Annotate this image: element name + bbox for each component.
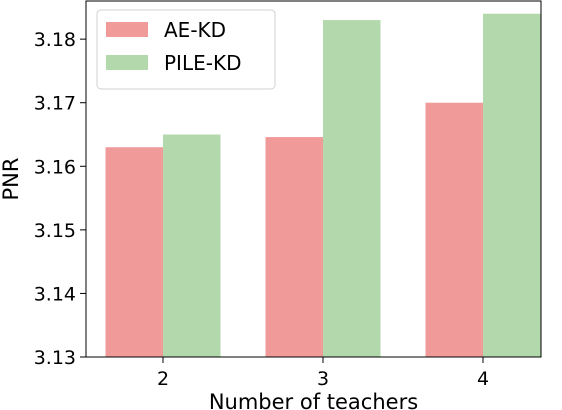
bar-ae-kd-2 (105, 147, 163, 357)
y-tick-label: 3.14 (34, 283, 76, 305)
x-tick-label: 2 (157, 368, 169, 390)
y-tick-label: 3.15 (34, 220, 76, 242)
legend: AE-KD PILE-KD (96, 9, 276, 90)
legend-swatch-ae-kd (106, 22, 148, 37)
y-tick-label: 3.17 (34, 93, 76, 115)
bar-pile-kd-4 (483, 13, 541, 357)
bars-layer (105, 13, 541, 357)
y-tick-label: 3.16 (34, 156, 76, 178)
y-tick-label: 3.18 (34, 29, 76, 51)
y-axis-label: PNR (0, 158, 23, 201)
bar-pile-kd-2 (163, 134, 221, 357)
y-tick-label: 3.13 (34, 347, 76, 369)
plot-frame (85, 0, 542, 358)
bar-pile-kd-3 (323, 20, 381, 357)
x-tick-label: 4 (477, 368, 489, 390)
x-tick-label: 3 (317, 368, 329, 390)
x-axis-label: Number of teachers (209, 390, 418, 410)
legend-swatch-pile-kd (106, 55, 148, 70)
legend-label-pile-kd: PILE-KD (164, 51, 241, 75)
bar-ae-kd-4 (425, 102, 483, 357)
axes-layer (85, 0, 542, 358)
x-axis: 2 3 4 (157, 357, 489, 390)
legend-label-ae-kd: AE-KD (164, 18, 226, 42)
bar-ae-kd-3 (265, 137, 323, 357)
y-axis: 3.13 3.14 3.15 3.16 3.17 3.18 (34, 29, 86, 369)
